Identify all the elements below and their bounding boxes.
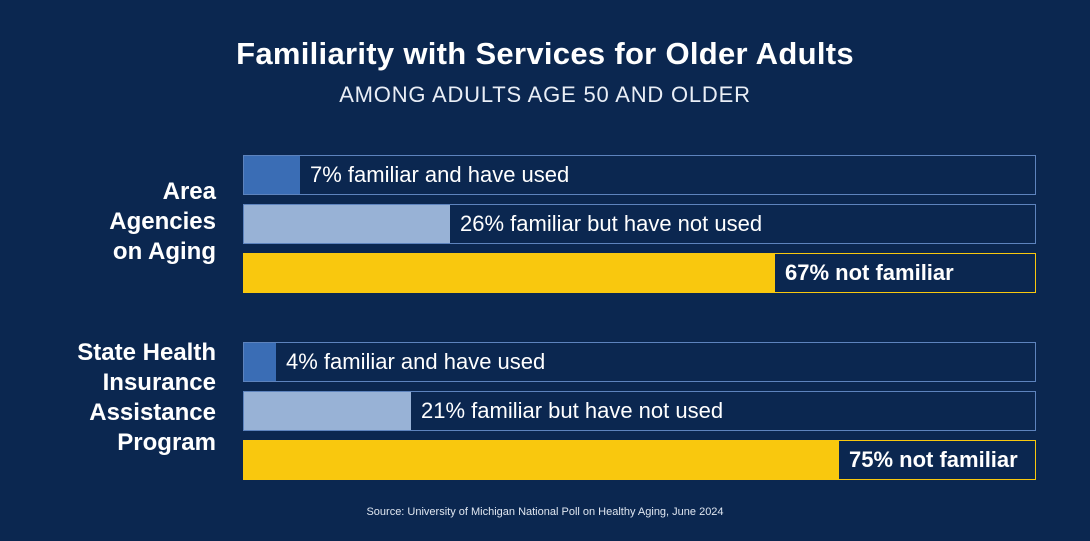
group-label-ship: State Health Insurance Assistance Progra… [77, 339, 216, 456]
bar-fill-g1-not-familiar [244, 254, 775, 292]
bar-track-g1-not-familiar: 67% not familiar [243, 253, 1036, 293]
bar-track-g1-not-used: 26% familiar but have not used [243, 204, 1036, 244]
bar-fill-g2-not-used [244, 392, 411, 430]
bar-label-g1-not-used: 26% familiar but have not used [460, 211, 763, 236]
group-label-area-agencies: Area Agencies on Aging [109, 178, 216, 265]
bar-track-g2-not-familiar: 75% not familiar [243, 440, 1036, 480]
bar-fill-g2-not-familiar [244, 441, 839, 479]
bar-track-g1-used: 7% familiar and have used [243, 155, 1036, 195]
bar-fill-g2-used [244, 343, 276, 381]
chart-title: Familiarity with Services for Older Adul… [236, 36, 854, 71]
source-note: Source: University of Michigan National … [366, 506, 724, 518]
bar-track-g2-used: 4% familiar and have used [243, 342, 1036, 382]
bar-track-g2-not-used: 21% familiar but have not used [243, 391, 1036, 431]
bar-fill-g1-used [244, 156, 300, 194]
bar-label-g2-not-familiar: 75% not familiar [849, 447, 1018, 472]
bar-label-g1-not-familiar: 67% not familiar [785, 260, 954, 285]
bar-label-g2-not-used: 21% familiar but have not used [421, 398, 724, 423]
bar-label-g2-used: 4% familiar and have used [286, 349, 546, 374]
bar-label-g1-used: 7% familiar and have used [310, 162, 570, 187]
bar-fill-g1-not-used [244, 205, 450, 243]
chart-subtitle: AMONG ADULTS AGE 50 AND OLDER [339, 82, 751, 107]
